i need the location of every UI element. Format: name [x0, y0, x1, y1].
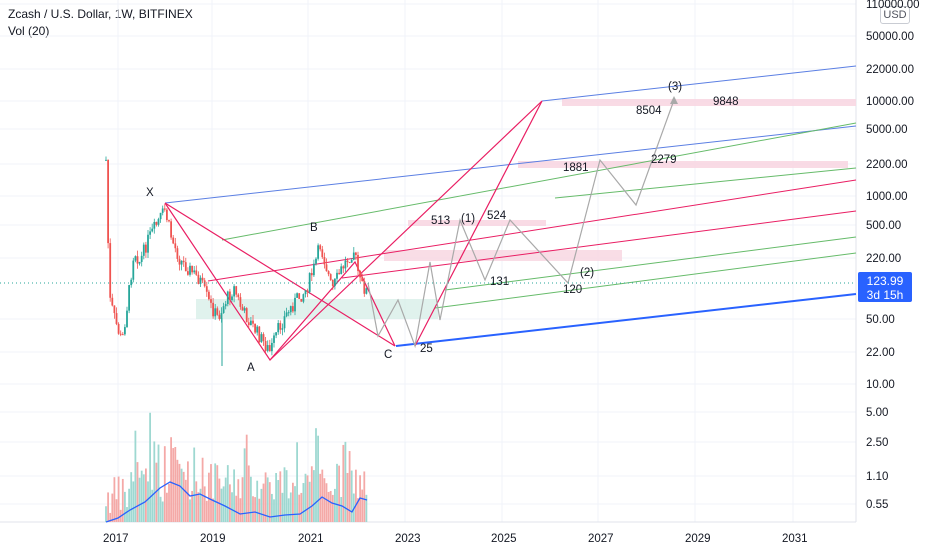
label-c: C — [384, 349, 392, 361]
zone-pink-3 — [518, 161, 848, 168]
price-candles — [105, 156, 368, 366]
bar-countdown: 3d 15h — [866, 288, 904, 302]
price-tick: 500.00 — [866, 220, 901, 232]
green-line-1 — [221, 122, 857, 241]
wave-labels: X A B C (1) (2) (3) — [146, 81, 682, 374]
green-line-3 — [444, 236, 857, 291]
price-tick: 10.00 — [866, 379, 895, 391]
price-tick: 50000.00 — [866, 31, 914, 43]
harmonic-pattern — [164, 100, 543, 361]
label-w3: (3) — [668, 81, 682, 93]
last-price-tag: 123.99 3d 15h — [858, 272, 912, 302]
blue-upper-line — [164, 125, 857, 204]
target-8504: 8504 — [636, 105, 662, 117]
chart-legend: Zcash / U.S. Dollar, 1W, BITFINEX Vol (2… — [8, 6, 193, 40]
target-120: 120 — [563, 284, 582, 296]
label-w2: (2) — [580, 267, 594, 279]
target-524: 524 — [487, 210, 507, 222]
channel-lines — [164, 65, 857, 347]
label-a: A — [247, 362, 255, 374]
zone-pink-4 — [562, 99, 856, 106]
time-tick: 2029 — [685, 533, 711, 545]
price-tick: 110000.00 — [866, 0, 920, 11]
target-131: 131 — [490, 276, 509, 288]
price-tick: 2200.00 — [866, 159, 908, 171]
price-axis[interactable]: 110000.00 50000.00 22000.00 10000.00 500… — [866, 0, 920, 511]
zone-green — [196, 299, 438, 319]
blue-lower-line — [395, 293, 857, 347]
volume-indicator-label[interactable]: Vol (20) — [8, 24, 50, 38]
target-1881: 1881 — [563, 162, 589, 174]
target-9848: 9848 — [713, 96, 739, 108]
red-line-2 — [341, 210, 857, 279]
last-price-value: 123.99 — [866, 274, 904, 288]
time-tick: 2017 — [103, 533, 129, 545]
price-tick: 2.50 — [866, 437, 888, 449]
price-tick: 220.00 — [866, 253, 901, 265]
time-tick: 2023 — [395, 533, 421, 545]
price-tick: 22.00 — [866, 347, 895, 359]
price-tick: 5.00 — [866, 407, 888, 419]
time-tick: 2031 — [782, 533, 808, 545]
price-tick: 0.55 — [866, 499, 888, 511]
price-tick: 10000.00 — [866, 96, 914, 108]
price-tick: 1000.00 — [866, 191, 908, 203]
label-w1: (1) — [461, 213, 475, 225]
label-x: X — [146, 187, 154, 199]
time-axis[interactable]: 2017 2019 2021 2023 2025 2027 2029 2031 — [103, 533, 808, 545]
time-tick: 2025 — [491, 533, 517, 545]
target-2279: 2279 — [651, 154, 677, 166]
zone-pink-1 — [384, 250, 622, 261]
time-tick: 2019 — [200, 533, 226, 545]
projection-path — [367, 99, 675, 349]
time-tick: 2027 — [588, 533, 614, 545]
time-tick: 2021 — [298, 533, 324, 545]
blue-top-line — [541, 65, 857, 102]
label-b: B — [310, 222, 318, 234]
price-tick: 5000.00 — [866, 124, 908, 136]
price-tick: 1.10 — [866, 471, 888, 483]
green-line-4 — [554, 167, 857, 199]
volume-ma-line — [105, 481, 368, 523]
target-zones — [196, 99, 856, 319]
symbol-title: Zcash / U.S. Dollar, 1W, BITFINEX — [8, 7, 193, 21]
target-labels: 513 524 131 120 25 1881 2279 8504 9848 — [420, 96, 739, 355]
green-line-2 — [434, 252, 857, 309]
price-tick: 50.00 — [866, 314, 895, 326]
target-513: 513 — [431, 215, 450, 227]
volume-bars — [105, 412, 368, 522]
zone-pink-2 — [408, 220, 546, 226]
target-25: 25 — [420, 343, 433, 355]
price-tick: 22000.00 — [866, 64, 914, 76]
currency-badge[interactable]: USD — [880, 6, 910, 24]
